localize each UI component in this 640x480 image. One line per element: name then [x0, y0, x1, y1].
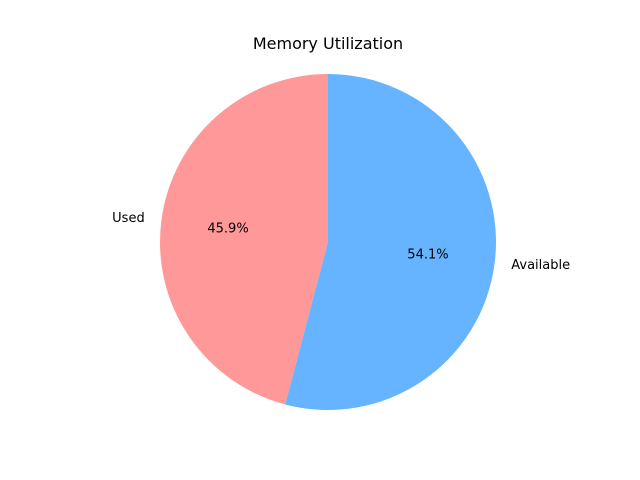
slice-percent-available: 54.1% — [407, 247, 448, 262]
pie-slice-used — [159, 74, 328, 405]
slice-percent-used: 45.9% — [207, 222, 248, 237]
pie-slice-available — [285, 74, 496, 410]
pie-labels: Used 45.9% Available 54.1% — [112, 211, 570, 273]
chart-title: Memory Utilization — [253, 34, 403, 53]
slice-label-used: Used — [112, 211, 145, 226]
slice-label-available: Available — [511, 258, 570, 273]
pie-slices — [159, 74, 496, 410]
